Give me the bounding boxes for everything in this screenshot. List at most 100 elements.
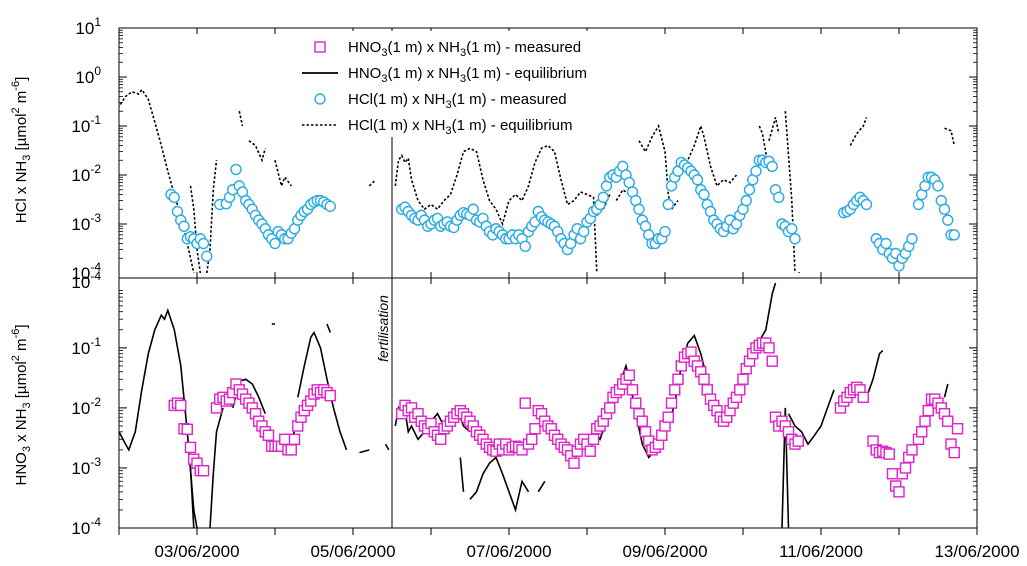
hcl-measured-point [578,225,590,238]
legend-circle-marker [314,93,326,105]
hno3-measured-point [324,389,336,402]
hno3-equilibrium-line [537,480,546,493]
hcl-measured-point [519,240,531,253]
hno3-measured-point [568,457,580,469]
hno3-measured-point [519,397,531,409]
hno3-equilibrium-line [297,330,348,451]
hno3-measured-point [951,423,964,435]
hcl-equilibrium-line [638,123,679,212]
xtick-label: 11/06/2000 [779,542,863,561]
hcl-measured-point [178,220,190,232]
hcl-equilibrium-line [944,127,956,146]
hcl-measured-point [912,198,925,211]
hno3-measured-point [662,411,674,423]
hcl-measured-point [597,191,609,204]
ytick-label-bottom: 10-4 [71,515,101,538]
legend-box [296,31,642,137]
hno3-measured-point [886,468,899,480]
hno3-measured-point [636,415,648,427]
hno3-measured-point [766,355,778,367]
legend-label: HCl(1 m) x NH3(1 m) - equilibrium [348,117,572,137]
hcl-equilibrium-line [368,179,377,187]
xtick-label: 03/06/2000 [154,542,239,561]
hno3-equilibrium-line [384,443,390,451]
y-axis-title-top: HCl x NH3 [µmol2 m-6] [10,77,33,224]
hno3-measured-point [435,433,447,446]
hcl-measured-point [860,198,873,211]
hno3-equilibrium-line [189,467,195,528]
legend-label: HCl(1 m) x NH3(1 m) - measured [348,91,567,111]
hno3-equilibrium-line [787,389,835,446]
hno3-measured-point [529,423,541,435]
hcl-measured-point [659,225,671,238]
hno3-measured-point [698,373,710,385]
hno3-measured-point [626,384,639,396]
y-axis-title-bottom: HNO3 x NH3 [µmol2 m-6] [10,325,33,486]
hno3-measured-point [701,384,713,396]
hcl-measured-point [906,233,918,245]
hno3-measured-point [883,448,895,460]
hcl-measured-point [201,250,213,262]
hno3-measured-point [669,384,681,396]
hno3-measured-point [516,444,528,456]
hcl-measured-point [938,203,951,215]
hno3-measured-point [906,444,918,456]
hcl-measured-point [691,174,704,186]
hno3-measured-point [262,429,275,441]
hno3-equilibrium-line [326,323,332,333]
hcl-measured-point [324,200,336,212]
hno3-measured-point [857,391,869,404]
legend-label: HNO3(1 m) x NH3(1 m) - equilibrium [348,65,587,85]
hcl-measured-point [789,233,801,245]
ytick-label-top: 100 [75,64,101,87]
hcl-measured-point [773,191,785,204]
hno3-measured-point [763,342,775,354]
hno3-measured-point [623,369,635,381]
hno3-measured-point [197,464,210,477]
hcl-measured-point [230,163,242,176]
hcl-measured-point [168,191,180,204]
hcl-measured-point [932,180,944,192]
hcl-measured-point [623,176,635,189]
hcl-measured-point [880,237,892,250]
fertilisation-annotation: fertilisation [375,295,391,362]
hno3-measured-point [184,441,197,454]
hno3-measured-point [916,426,928,438]
xtick-label: 07/06/2000 [466,542,551,561]
hno3-measured-point [526,433,538,446]
xtick-label: 09/06/2000 [622,542,707,561]
hcl-measured-point [269,237,281,250]
hcl-equilibrium-line [274,160,292,189]
hcl-equilibrium-line [849,117,868,146]
hcl-measured-point [948,229,960,241]
hcl-measured-point [633,203,645,215]
hno3-measured-point [285,444,297,456]
hno3-measured-point [734,384,746,396]
hno3-measured-point [942,415,954,427]
hcl-equilibrium-line [784,111,796,273]
hno3-measured-point [584,445,596,457]
ytick-label-top-min: 10-4 [71,269,101,292]
hno3-measured-point [922,404,934,417]
hno3-measured-point [279,433,291,446]
hno3-measured-point [948,446,960,459]
hno3-measured-point [656,429,668,441]
legend-square-marker [314,41,326,53]
hcl-measured-point [942,214,954,226]
hno3-measured-point [893,486,905,498]
ytick-label-bottom: 10-3 [71,455,101,478]
hcl-measured-point [662,198,674,211]
hcl-measured-point [743,184,756,196]
hcl-measured-point [698,188,710,201]
hcl-measured-point [740,194,752,207]
hcl-measured-point [786,223,798,235]
ytick-label-top: 10-3 [71,211,101,234]
legend-item: HNO3(1 m) x NH3(1 m) - equilibrium [302,65,587,85]
hcl-equilibrium-line [189,185,202,273]
hno3-measured-point [175,399,187,412]
hno3-measured-point [665,397,678,409]
hno3-equilibrium-line [459,457,465,492]
hcl-equilibrium-line [248,140,267,163]
ytick-label-bottom: 10-2 [71,395,101,418]
